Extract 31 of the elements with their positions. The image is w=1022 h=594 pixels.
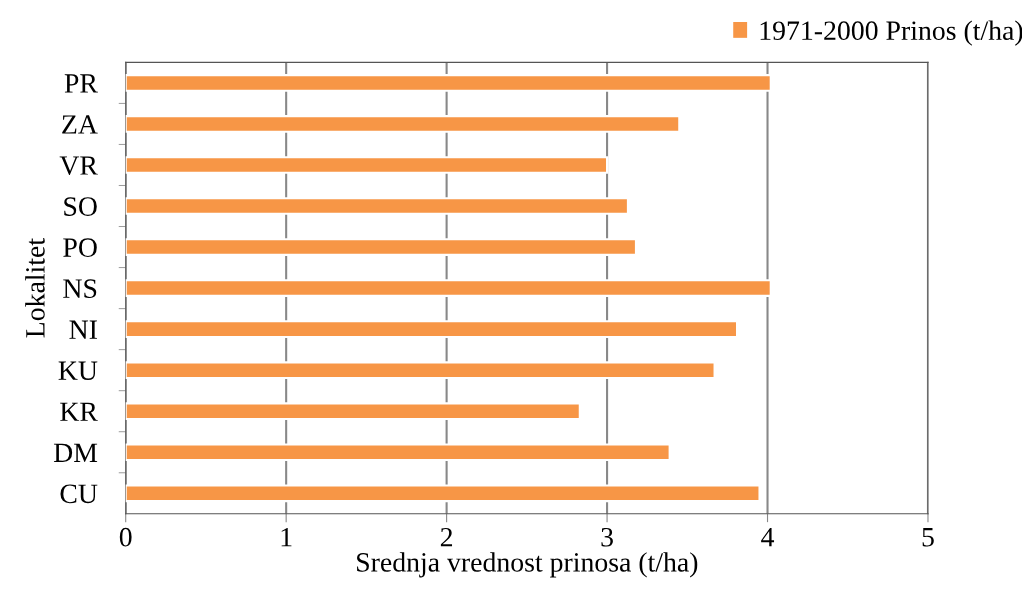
y-tick-label: PR <box>64 74 98 93</box>
x-tick-label: 3 <box>601 527 613 547</box>
x-tick-label: 0 <box>119 527 132 547</box>
legend-label: 1971-2000 Prinos (t/ha) <box>760 20 1022 46</box>
bar <box>125 361 716 380</box>
bar <box>125 238 637 256</box>
y-tick-label: PO <box>63 238 97 257</box>
y-tick-label: KR <box>60 402 98 421</box>
x-tick-label: 2 <box>440 527 453 547</box>
x-tick-label: 5 <box>922 528 934 547</box>
x-tick-label: 4 <box>761 527 775 547</box>
y-tick-label: VR <box>59 156 98 176</box>
bar <box>125 484 761 503</box>
y-tick-label: CU <box>60 484 98 504</box>
y-tick-label: SO <box>64 197 97 216</box>
bar <box>125 402 581 421</box>
bar <box>125 443 671 462</box>
x-tick-label: 1 <box>281 527 292 547</box>
bar <box>125 74 772 92</box>
y-tick-label: NS <box>63 279 97 298</box>
y-tick-label: ZA <box>62 115 98 134</box>
bar <box>125 279 772 297</box>
bar <box>125 115 681 133</box>
y-tick-label: DM <box>53 443 98 462</box>
y-axis-title: Lokalitet <box>25 238 45 338</box>
bar <box>125 156 609 174</box>
y-tick-label: KU <box>58 361 98 381</box>
y-tick-label: NI <box>69 320 97 339</box>
bar <box>125 197 629 215</box>
bar <box>125 320 739 338</box>
x-axis-title: Srednja vrednost prinosa (t/ha) <box>357 552 698 578</box>
